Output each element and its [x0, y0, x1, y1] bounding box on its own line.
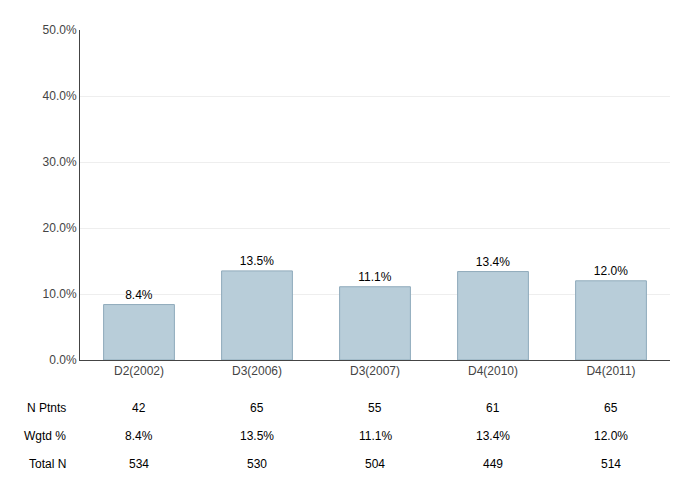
svg-text:534: 534: [129, 457, 149, 471]
svg-text:13.5%: 13.5%: [240, 429, 274, 443]
svg-text:504: 504: [365, 457, 385, 471]
svg-text:50.0%: 50.0%: [43, 23, 77, 37]
svg-text:Wgtd %: Wgtd %: [24, 429, 66, 443]
svg-text:D2(2002): D2(2002): [114, 364, 164, 378]
svg-text:61: 61: [486, 401, 500, 415]
svg-text:13.5%: 13.5%: [240, 254, 274, 268]
svg-text:Total N: Total N: [29, 457, 66, 471]
svg-text:530: 530: [247, 457, 267, 471]
svg-text:D3(2006): D3(2006): [232, 364, 282, 378]
svg-text:514: 514: [601, 457, 621, 471]
svg-text:65: 65: [250, 401, 264, 415]
svg-text:13.4%: 13.4%: [476, 255, 510, 269]
svg-text:12.0%: 12.0%: [594, 264, 628, 278]
svg-text:13.4%: 13.4%: [476, 429, 510, 443]
svg-text:20.0%: 20.0%: [43, 221, 77, 235]
svg-text:10.0%: 10.0%: [43, 287, 77, 301]
svg-text:40.0%: 40.0%: [43, 89, 77, 103]
svg-text:11.1%: 11.1%: [359, 429, 392, 443]
svg-text:11.1%: 11.1%: [358, 270, 391, 284]
svg-text:0.0%: 0.0%: [49, 353, 77, 367]
svg-text:449: 449: [483, 457, 503, 471]
svg-text:N Ptnts: N Ptnts: [27, 401, 66, 415]
svg-text:D4(2010): D4(2010): [468, 364, 518, 378]
svg-text:8.4%: 8.4%: [125, 288, 153, 302]
svg-text:8.4%: 8.4%: [125, 429, 153, 443]
svg-text:42: 42: [132, 401, 146, 415]
svg-text:12.0%: 12.0%: [594, 429, 628, 443]
svg-text:D3(2007): D3(2007): [350, 364, 400, 378]
svg-text:D4(2011): D4(2011): [586, 364, 635, 378]
svg-text:65: 65: [604, 401, 618, 415]
svg-text:55: 55: [368, 401, 382, 415]
svg-text:30.0%: 30.0%: [43, 155, 77, 169]
